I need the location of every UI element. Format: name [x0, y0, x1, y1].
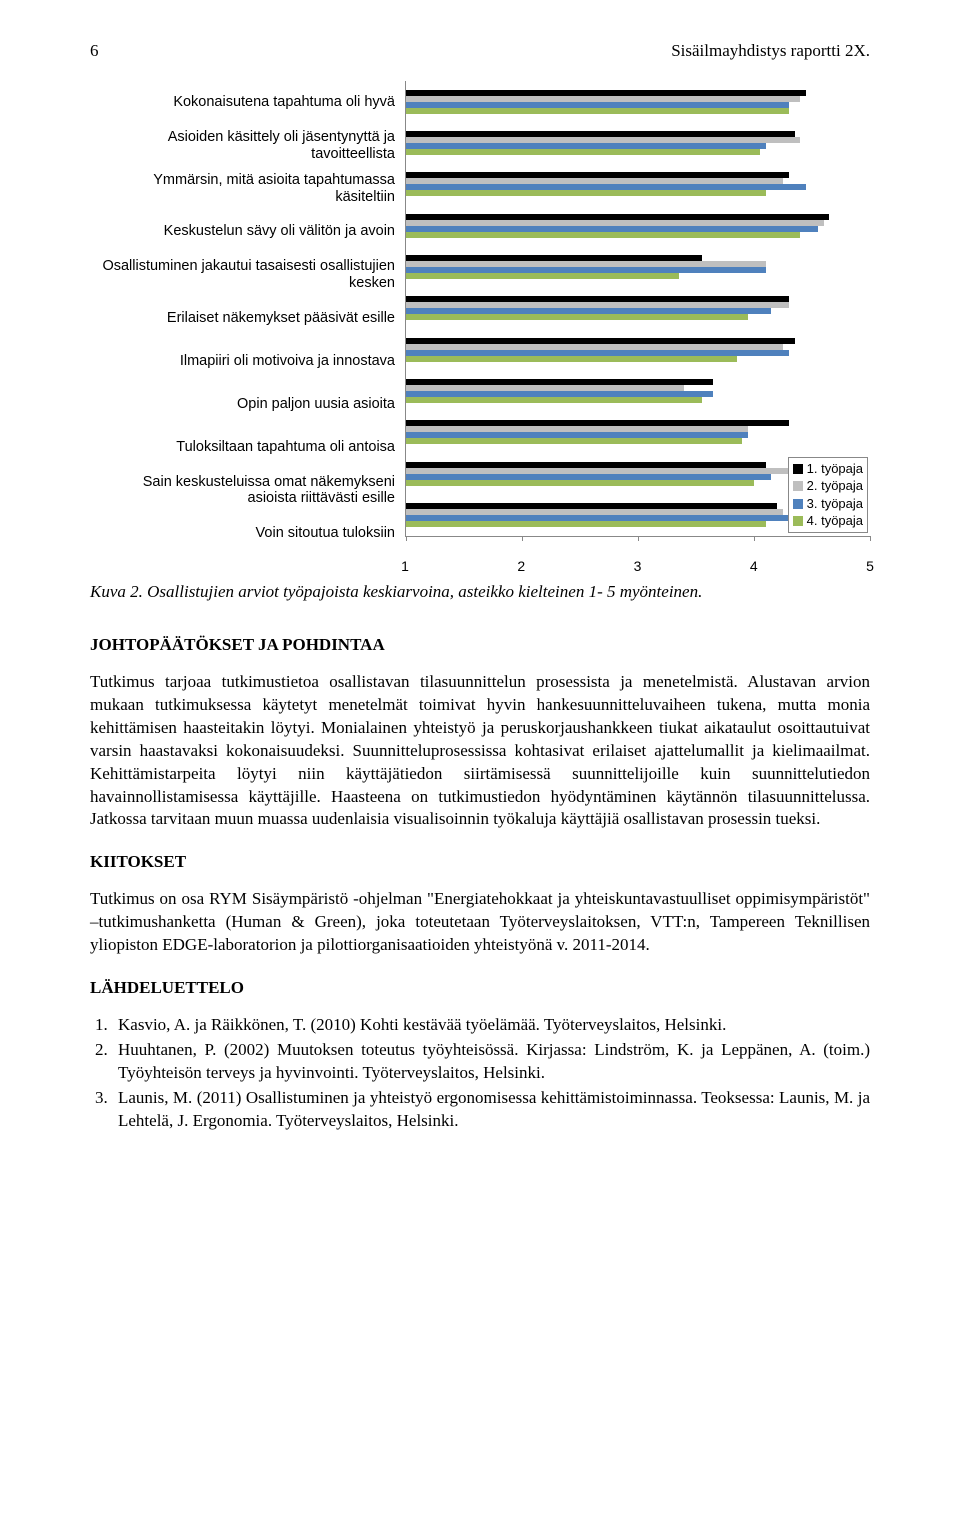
heading-conclusions: JOHTOPÄÄTÖKSET JA POHDINTAA: [90, 634, 870, 657]
chart-xtick: [406, 536, 407, 541]
reference-item: Launis, M. (2011) Osallistuminen ja yhte…: [112, 1087, 870, 1133]
legend-label: 2. työpaja: [807, 477, 863, 495]
reference-list: Kasvio, A. ja Räikkönen, T. (2010) Kohti…: [112, 1014, 870, 1133]
chart-bar: [406, 356, 737, 362]
chart-category-label: Voin sitoutua tuloksiin: [90, 512, 405, 555]
chart-xtick-label: 4: [750, 557, 758, 576]
chart-bar-group: [406, 370, 870, 411]
para-thanks: Tutkimus on osa RYM Sisäympäristö -ohjel…: [90, 888, 870, 957]
chart-bar-group: [406, 164, 870, 205]
chart-legend: 1. työpaja2. työpaja3. työpaja4. työpaja: [788, 457, 868, 533]
chart-category-label: Opin paljon uusia asioita: [90, 383, 405, 426]
survey-chart: Kokonaisutena tapahtuma oli hyväAsioiden…: [90, 81, 870, 555]
chart-bar-group: [406, 122, 870, 163]
chart-xtick: [870, 536, 871, 541]
chart-xtick-label: 3: [634, 557, 642, 576]
chart-category-label: Erilaiset näkemykset pääsivät esille: [90, 296, 405, 339]
chart-bar-group: [406, 246, 870, 287]
reference-item: Kasvio, A. ja Räikkönen, T. (2010) Kohti…: [112, 1014, 870, 1037]
chart-bar: [406, 273, 679, 279]
chart-category-label: Keskustelun sävy oli välitön ja avoin: [90, 210, 405, 253]
heading-references: LÄHDELUETTELO: [90, 977, 870, 1000]
chart-xtick: [638, 536, 639, 541]
legend-swatch: [793, 481, 803, 491]
chart-category-label: Ilmapiiri oli motivoiva ja innostava: [90, 340, 405, 383]
figure-caption: Kuva 2. Osallistujien arviot työpajoista…: [90, 581, 870, 604]
chart-bar: [406, 108, 789, 114]
chart-xtick-label: 2: [517, 557, 525, 576]
legend-item: 1. työpaja: [793, 460, 863, 478]
heading-thanks: KIITOKSET: [90, 851, 870, 874]
chart-category-label: Sain keskusteluissa omat näkemykseni asi…: [90, 469, 405, 512]
chart-category-label: Asioiden käsittely oli jäsentynyttä ja t…: [90, 124, 405, 167]
chart-xtick-label: 1: [401, 557, 409, 576]
chart-bar: [406, 480, 754, 486]
chart-plot: 1. työpaja2. työpaja3. työpaja4. työpaja…: [405, 81, 870, 555]
chart-bar: [406, 314, 748, 320]
legend-swatch: [793, 516, 803, 526]
chart-xtick: [522, 536, 523, 541]
running-head: Sisäilmayhdistys raportti 2X.: [671, 40, 870, 63]
chart-bar: [406, 438, 742, 444]
chart-category-label: Osallistuminen jakautui tasaisesti osall…: [90, 253, 405, 296]
legend-label: 4. työpaja: [807, 512, 863, 530]
running-header: 6 Sisäilmayhdistys raportti 2X.: [90, 40, 870, 63]
chart-y-labels: Kokonaisutena tapahtuma oli hyväAsioiden…: [90, 81, 405, 555]
chart-bar: [406, 149, 760, 155]
legend-item: 2. työpaja: [793, 477, 863, 495]
chart-bar: [406, 232, 800, 238]
chart-bar-group: [406, 205, 870, 246]
reference-item: Huuhtanen, P. (2002) Muutoksen toteutus …: [112, 1039, 870, 1085]
chart-bar: [406, 190, 766, 196]
legend-label: 1. työpaja: [807, 460, 863, 478]
legend-item: 3. työpaja: [793, 495, 863, 513]
chart-xtick: [754, 536, 755, 541]
chart-category-label: Tuloksiltaan tapahtuma oli antoisa: [90, 426, 405, 469]
page-number: 6: [90, 40, 99, 63]
chart-category-label: Kokonaisutena tapahtuma oli hyvä: [90, 81, 405, 124]
legend-swatch: [793, 499, 803, 509]
chart-bar-group: [406, 412, 870, 453]
legend-item: 4. työpaja: [793, 512, 863, 530]
chart-bar-group: [406, 288, 870, 329]
chart-xtick-label: 5: [866, 557, 874, 576]
legend-label: 3. työpaja: [807, 495, 863, 513]
chart-bar-group: [406, 81, 870, 122]
chart-bar: [406, 521, 766, 527]
chart-category-label: Ymmärsin, mitä asioita tapahtumassa käsi…: [90, 167, 405, 210]
legend-swatch: [793, 464, 803, 474]
para-conclusions: Tutkimus tarjoaa tutkimustietoa osallist…: [90, 671, 870, 832]
chart-bar: [406, 397, 702, 403]
chart-bar-group: [406, 329, 870, 370]
